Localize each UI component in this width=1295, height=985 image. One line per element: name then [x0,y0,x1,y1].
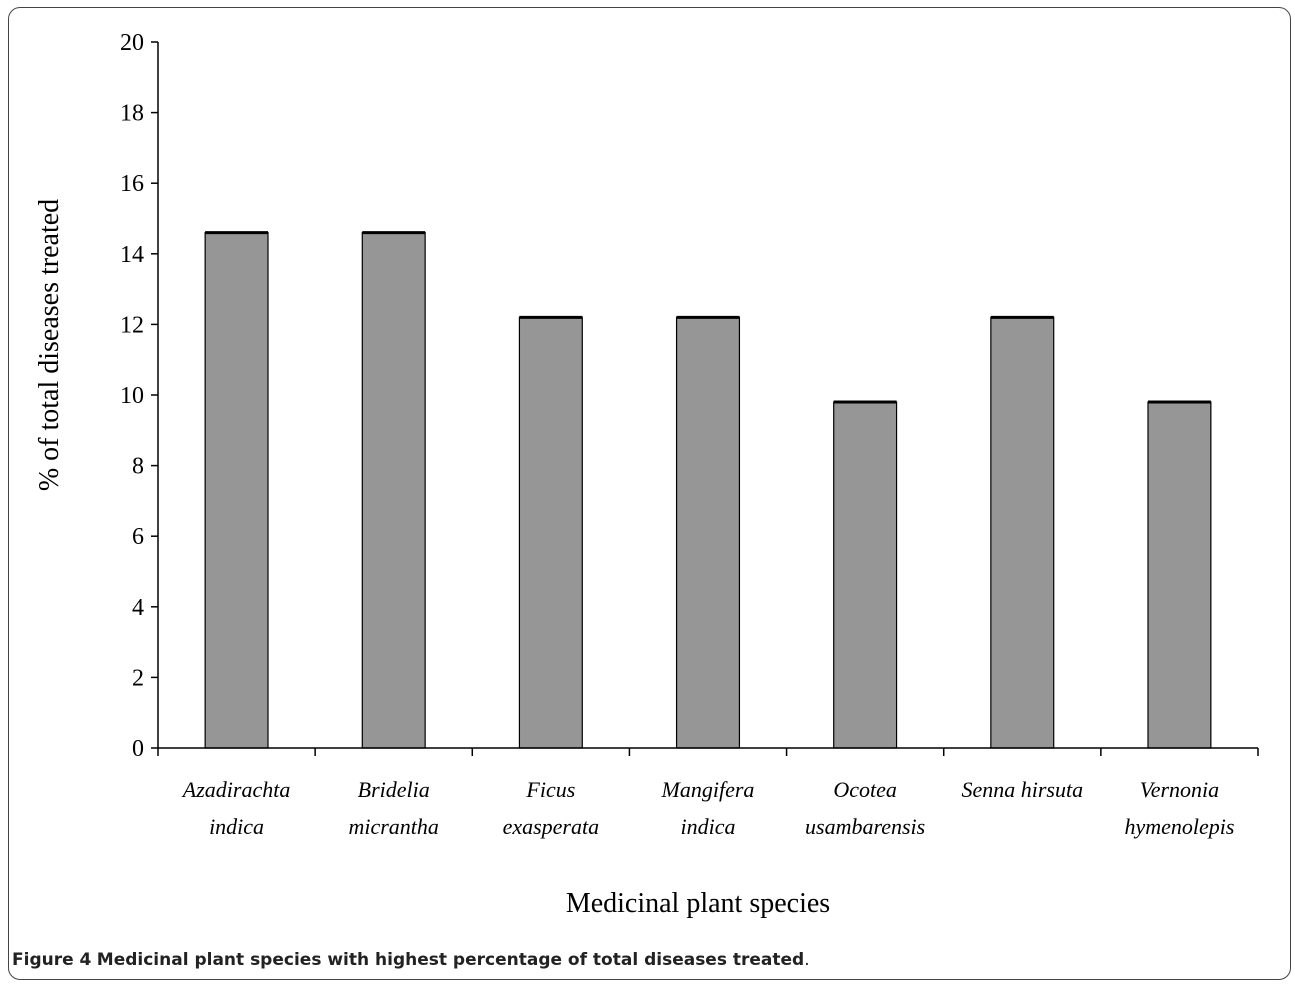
bar [675,316,741,749]
x-category-label-line: usambarensis [805,814,925,839]
x-category-label-line: Ficus [525,777,575,802]
x-category-label-line: Azadirachta [181,777,291,802]
x-category-label-line: Bridelia [358,777,430,802]
bar [361,232,426,749]
y-tick-label: 6 [132,524,144,550]
y-tick-label: 20 [120,30,144,56]
x-category-label-line: Mangifera [661,777,755,802]
y-tick-label: 2 [132,665,144,691]
x-category-label-line: indica [209,814,264,839]
y-tick-label: 4 [132,595,144,621]
axes-group [151,41,1259,756]
bar [833,401,898,749]
x-category-label: Ficus exasperata [503,777,600,839]
x-category-label-line: hymenolepis [1124,814,1234,839]
x-category-label: Vernonia hymenolepis [1124,777,1234,839]
y-tick-label: 12 [120,312,144,338]
y-tick-label: 16 [120,171,144,197]
x-category-label-line: exasperata [503,814,600,839]
y-tick-label: 8 [132,454,144,480]
x-category-label: Mangifera indica [661,777,755,839]
bar [990,316,1055,749]
y-tick-label: 18 [120,101,144,127]
x-category-label: Bridelia micrantha [348,777,438,839]
x-category-label-line: micrantha [348,814,438,839]
x-category-label-line: Senna hirsuta [961,777,1083,802]
bars-group [204,231,1212,749]
y-tick-label: 14 [120,242,144,268]
x-category-label: Ocotea usambarensis [805,777,925,839]
labels-group: 0 2 4 6 8 10 12 14 16 18 20 Azadirachta indica Bridel… [34,30,1234,919]
x-axis-title: Medicinal plant species [566,888,830,919]
y-tick-label: 0 [132,736,144,762]
bar [518,316,583,749]
caption-text: Medicinal plant species with highest per… [96,950,805,970]
x-category-label: Azadirachta indica [181,777,291,839]
figure-caption: Figure 4 Medicinal plant species with hi… [12,950,810,970]
x-category-label-line: Vernonia [1140,777,1219,802]
caption-label: Figure 4 [12,950,92,970]
x-category-label: Senna hirsuta [961,777,1083,802]
x-category-label-line: Ocotea [833,777,897,802]
bar [1147,401,1212,749]
y-axis-title: % of total diseases treated [34,199,65,491]
bar-chart: 0 2 4 6 8 10 12 14 16 18 20 Azadirachta indica Bridel… [34,30,1259,919]
y-tick-label: 10 [120,383,144,409]
bar [204,232,269,749]
x-category-label-line: indica [681,814,736,839]
caption-period: . [804,950,810,970]
